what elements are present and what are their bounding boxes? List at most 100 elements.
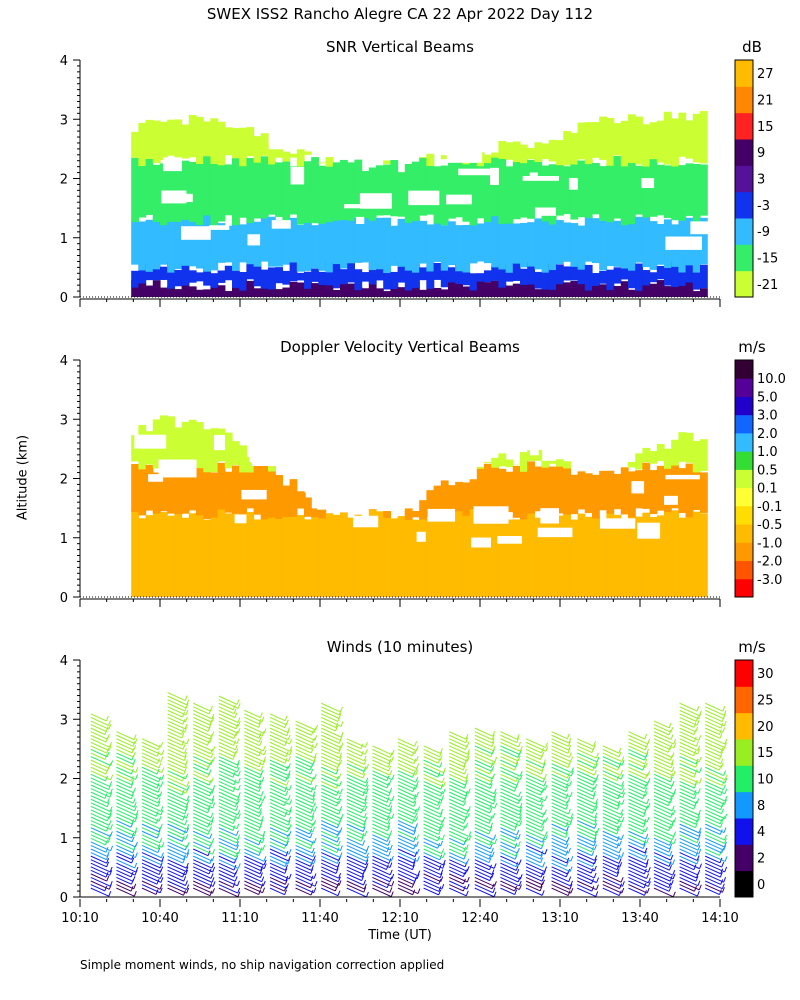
wind-barb-feather bbox=[262, 795, 266, 801]
wind-barb-feather bbox=[439, 762, 443, 768]
wind-barb bbox=[653, 805, 674, 816]
wind-barb-feather bbox=[616, 864, 620, 870]
wind-barb bbox=[602, 873, 622, 883]
wind-barb bbox=[90, 749, 108, 758]
wind-barb-feather bbox=[694, 779, 698, 786]
colorbar-swatch bbox=[735, 218, 753, 245]
wind-barb bbox=[653, 884, 670, 892]
heatmap-cell bbox=[534, 218, 543, 270]
wind-barb-feather bbox=[596, 877, 600, 883]
heatmap-cell bbox=[210, 159, 219, 226]
wind-barb bbox=[576, 869, 595, 879]
data-gap bbox=[163, 157, 183, 172]
heatmap-cell bbox=[275, 219, 283, 267]
wind-barb-feather bbox=[156, 793, 160, 800]
heatmap-cell bbox=[239, 224, 247, 263]
wind-barb-feather bbox=[363, 812, 367, 819]
wind-barb-feather bbox=[466, 866, 470, 872]
wind-barb bbox=[474, 795, 494, 805]
wind-barb bbox=[500, 809, 520, 819]
wind-barb bbox=[704, 741, 724, 751]
wind-barb bbox=[704, 873, 724, 883]
wind-barb bbox=[448, 837, 465, 846]
wind-barb-feather bbox=[514, 889, 518, 895]
wind-barb-feather bbox=[211, 731, 215, 737]
wind-barb-feather bbox=[643, 783, 647, 789]
wind-barb bbox=[679, 880, 700, 891]
wind-barb bbox=[346, 738, 366, 748]
heatmap-cell bbox=[152, 164, 161, 222]
wind-barb bbox=[474, 827, 490, 835]
wind-barb bbox=[448, 759, 465, 768]
wind-barb-feather bbox=[211, 717, 215, 723]
wind-barb-feather bbox=[669, 840, 673, 846]
wind-barb bbox=[474, 841, 491, 850]
wind-barb bbox=[500, 731, 518, 740]
wind-barb bbox=[448, 873, 468, 883]
wind-barb bbox=[218, 855, 235, 864]
heatmap-cell bbox=[448, 485, 456, 513]
wind-barb-feather bbox=[186, 841, 190, 848]
heatmap-cell bbox=[152, 120, 161, 164]
wind-barb-feather bbox=[388, 851, 391, 857]
heatmap-cell bbox=[433, 518, 442, 597]
wind-barb-feather bbox=[439, 755, 443, 761]
wind-barb bbox=[653, 834, 675, 845]
data-gap bbox=[540, 508, 560, 524]
heatmap-cell bbox=[282, 270, 291, 285]
wind-barb-feather bbox=[362, 822, 366, 829]
wind-barb-feather bbox=[206, 740, 210, 746]
heatmap-cell bbox=[210, 224, 219, 271]
wind-barb bbox=[269, 813, 289, 823]
wind-barb bbox=[628, 830, 647, 840]
wind-barb bbox=[372, 781, 388, 789]
wind-barb bbox=[525, 784, 543, 793]
wind-barb bbox=[295, 805, 312, 814]
wind-barb-feather bbox=[518, 884, 522, 890]
wind-barb bbox=[192, 862, 213, 873]
wind-barb-feather bbox=[618, 822, 622, 829]
wind-barb-feather bbox=[258, 889, 262, 895]
wind-barb bbox=[192, 759, 209, 768]
wind-barb-feather bbox=[186, 799, 190, 805]
wind-barb-feather bbox=[386, 797, 390, 803]
wind-barb bbox=[653, 795, 671, 804]
wind-barb bbox=[704, 816, 721, 825]
wind-barb bbox=[576, 841, 595, 851]
wind-barb-feather bbox=[415, 816, 419, 822]
wind-barb-feather bbox=[466, 752, 470, 758]
heatmap-cell bbox=[520, 467, 528, 520]
heatmap-cell bbox=[152, 472, 161, 514]
wind-barb bbox=[653, 837, 670, 846]
wind-barb bbox=[628, 873, 649, 884]
heatmap-cell bbox=[606, 163, 615, 223]
wind-barb bbox=[423, 759, 441, 768]
wind-barb-feather bbox=[724, 738, 728, 745]
wind-barb bbox=[397, 830, 417, 841]
y-tick-label: 3 bbox=[60, 413, 68, 428]
wind-barb-feather bbox=[338, 880, 342, 886]
wind-barb bbox=[576, 777, 594, 786]
heatmap-cell bbox=[138, 282, 147, 297]
wind-barb bbox=[218, 880, 234, 888]
wind-barb bbox=[448, 752, 468, 762]
wind-barb-feather bbox=[365, 788, 369, 794]
wind-barb bbox=[167, 798, 187, 808]
wind-barb-feather bbox=[516, 734, 520, 740]
wind-barb bbox=[602, 830, 622, 841]
heatmap-cell bbox=[181, 471, 190, 514]
wind-barb-feather bbox=[643, 811, 647, 817]
heatmap-cell bbox=[520, 157, 528, 218]
wind-barb bbox=[525, 752, 541, 760]
wind-barb-feather bbox=[693, 750, 697, 757]
wind-barb bbox=[218, 759, 237, 769]
wind-barb-feather bbox=[130, 871, 134, 878]
wind-barb bbox=[269, 869, 290, 880]
wind-barb-feather bbox=[464, 815, 468, 821]
wind-barb-feather bbox=[595, 891, 599, 897]
heatmap-cell bbox=[239, 445, 247, 473]
wind-barb-feather bbox=[185, 880, 188, 886]
wind-barb bbox=[602, 745, 620, 754]
heatmap-cell bbox=[232, 270, 240, 288]
heatmap-cell bbox=[642, 512, 651, 597]
